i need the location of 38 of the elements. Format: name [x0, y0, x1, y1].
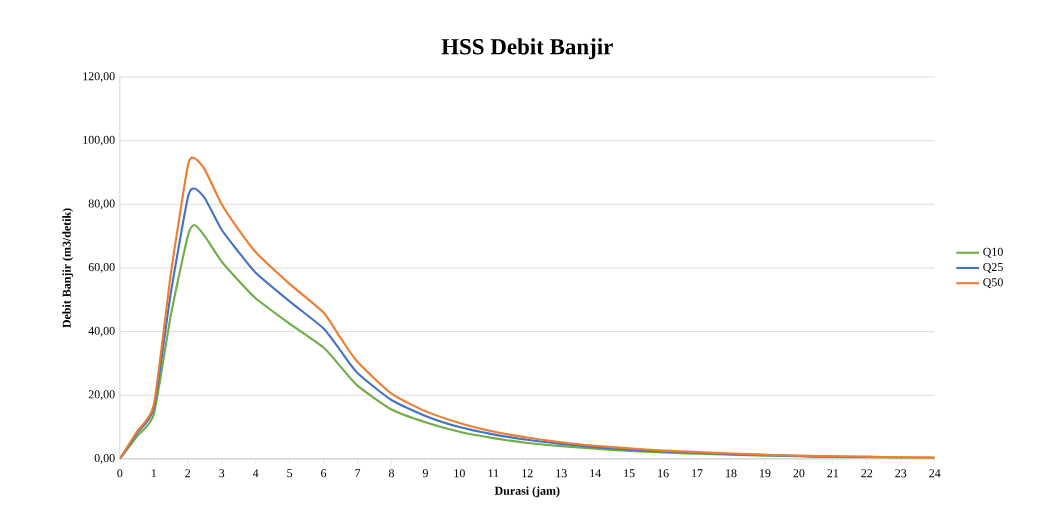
- x-tick-label: 23: [895, 469, 907, 478]
- y-tick-label: 80,00: [88, 199, 115, 210]
- legend-label: Q50: [983, 278, 1003, 289]
- x-tick-label: 5: [287, 469, 293, 478]
- x-tick-label: 22: [861, 469, 873, 478]
- y-tick-label: 100,00: [83, 135, 115, 146]
- x-tick-label: 20: [793, 469, 805, 478]
- legend-label: Q10: [983, 247, 1003, 258]
- x-tick-label: 14: [590, 469, 601, 478]
- x-tick-label: 13: [556, 469, 567, 478]
- y-tick-label: 40,00: [88, 326, 115, 337]
- x-tick-label: 7: [355, 469, 361, 478]
- x-tick-label: 19: [760, 469, 771, 478]
- x-tick-label: 17: [692, 469, 703, 478]
- x-tick-label: 15: [624, 469, 635, 478]
- x-tick-label: 6: [321, 469, 327, 478]
- x-tick-label: 10: [454, 469, 465, 478]
- x-tick-label: 8: [388, 469, 394, 478]
- x-tick-label: 18: [726, 469, 737, 478]
- chart-title: HSS Debit Banjir: [441, 38, 613, 60]
- y-tick-label: 120,00: [83, 72, 115, 82]
- x-tick-label: 21: [827, 469, 839, 478]
- x-tick-label: 11: [488, 469, 499, 478]
- x-tick-label: 9: [422, 469, 428, 478]
- x-tick-label: 1: [151, 469, 157, 478]
- x-tick-label: 16: [658, 469, 669, 478]
- x-tick-label: 4: [252, 469, 259, 478]
- x-tick-label: 12: [522, 469, 533, 478]
- x-tick-label: 0: [117, 469, 123, 478]
- y-axis-title: Debit Banjir (m3/detik): [62, 208, 74, 328]
- legend-label: Q25: [983, 263, 1003, 273]
- y-tick-label: 0,00: [94, 453, 115, 464]
- y-tick-label: 20,00: [88, 390, 115, 401]
- x-tick-label: 24: [929, 469, 941, 478]
- x-axis-title: Durasi (jam): [494, 486, 560, 498]
- x-tick-label: 2: [185, 469, 191, 478]
- x-tick-label: 3: [219, 469, 225, 478]
- y-tick-label: 60,00: [88, 263, 115, 273]
